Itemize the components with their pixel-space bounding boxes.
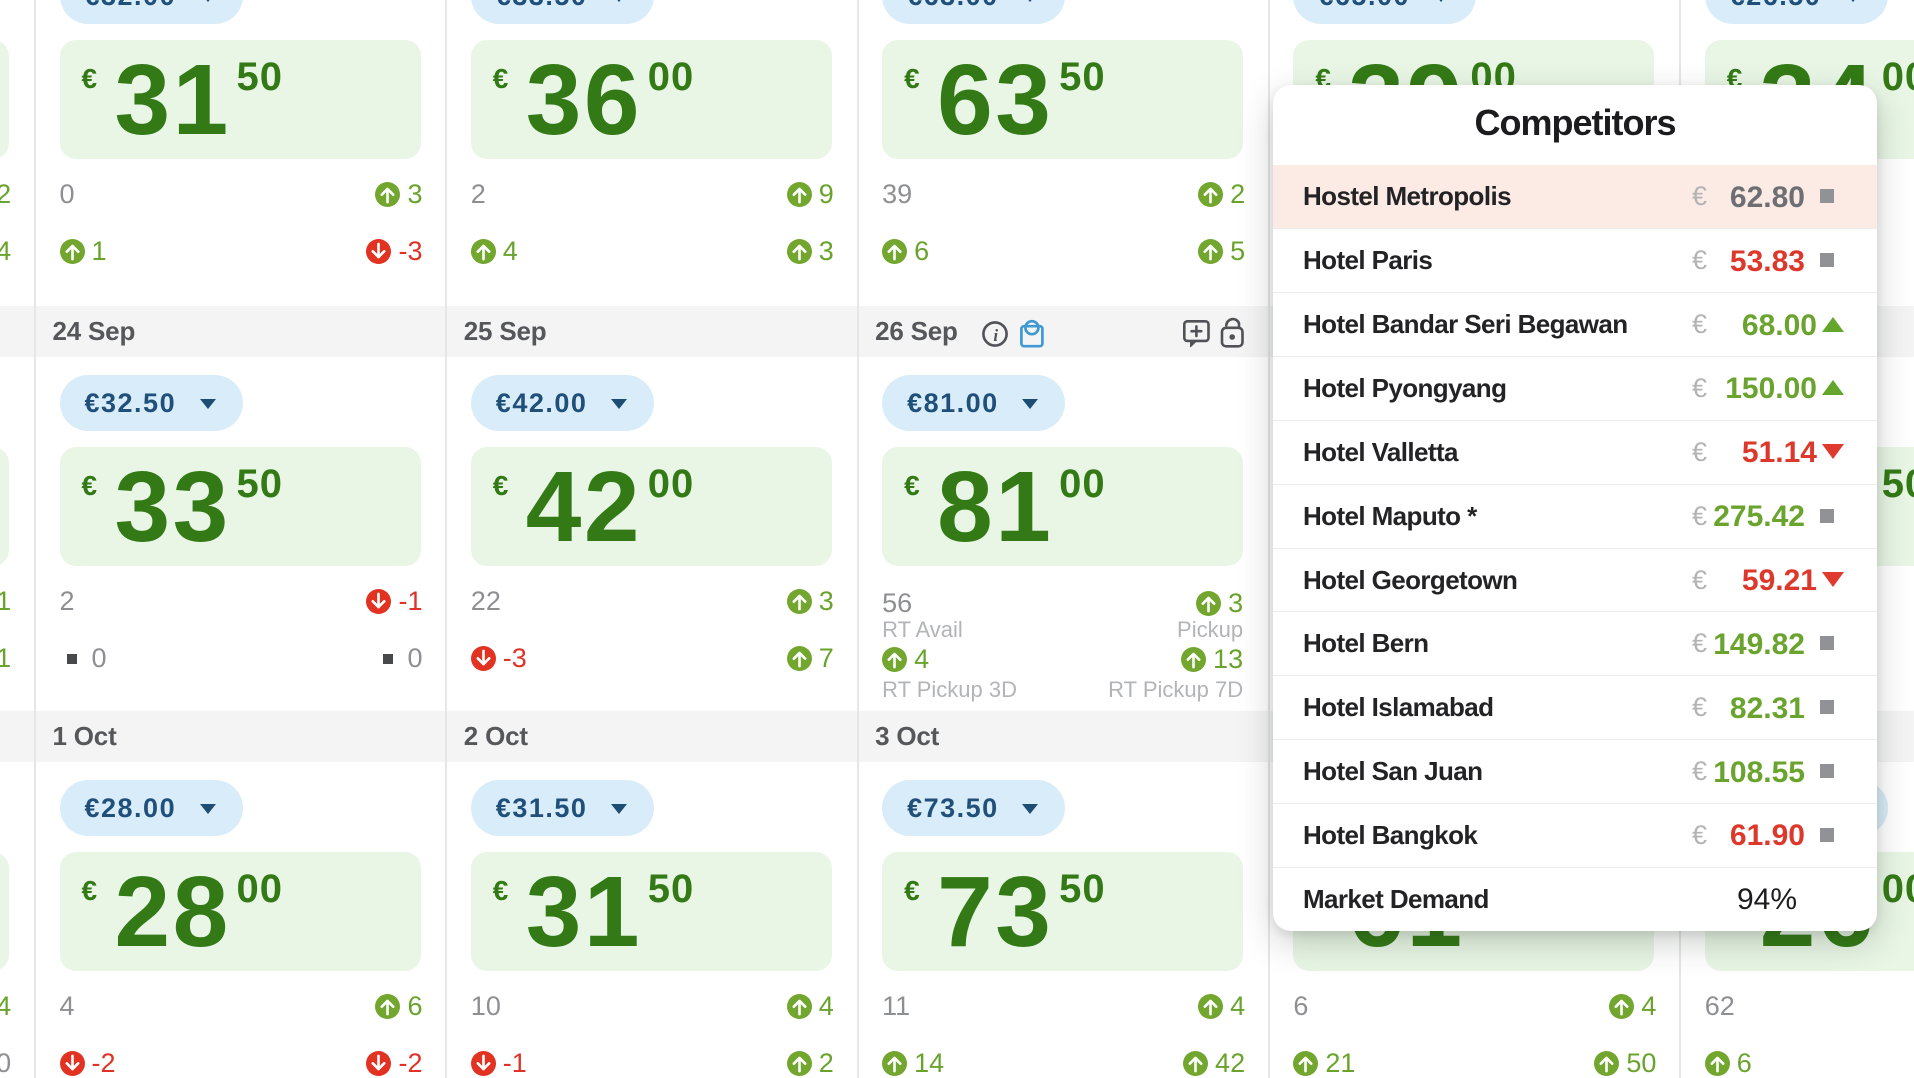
svg-text:i: i <box>993 325 998 344</box>
